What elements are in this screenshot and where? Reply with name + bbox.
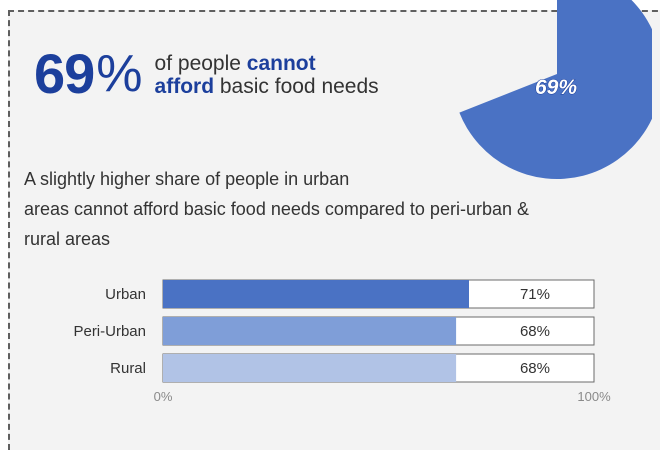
x-tick-label-100: 100%	[577, 389, 611, 404]
headline-text-after: basic food needs	[214, 75, 379, 98]
pie-label: 69%	[534, 76, 578, 100]
bar-rural	[163, 354, 457, 382]
headline-bold-afford: afford	[154, 75, 215, 98]
headline: 69 % of people cannot afford basic food …	[34, 42, 379, 105]
bar-urban	[163, 280, 469, 308]
headline-bold-cannot: cannot	[246, 52, 316, 75]
headline-text-before: of people	[154, 52, 247, 75]
subtitle-line-2: areas cannot afford basic food needs com…	[24, 199, 529, 219]
bar-chart: Urban 71% Peri-Urban 68% Rural 68% 0% 100%	[73, 279, 611, 404]
value-label-urban: 71%	[520, 286, 550, 303]
value-label-rural: 68%	[520, 360, 550, 377]
headline-text: of people cannot afford basic food needs	[155, 52, 379, 98]
pie-slice	[459, 0, 660, 179]
headline-percent-sign: %	[96, 45, 143, 103]
x-tick-label-0: 0%	[154, 389, 173, 404]
value-label-peri-urban: 68%	[520, 323, 550, 340]
bar-peri-urban	[163, 317, 457, 345]
pie-chart	[452, 0, 660, 180]
category-label-peri-urban: Peri-Urban	[73, 323, 146, 340]
category-label-rural: Rural	[110, 360, 146, 377]
subtitle-line-1: A slightly higher share of people in urb…	[24, 169, 350, 189]
subtitle-line-3: rural areas	[24, 229, 111, 249]
headline-number: 69	[34, 42, 95, 105]
category-label-urban: Urban	[105, 286, 146, 303]
subtitle: A slightly higher share of people in urb…	[24, 164, 624, 254]
